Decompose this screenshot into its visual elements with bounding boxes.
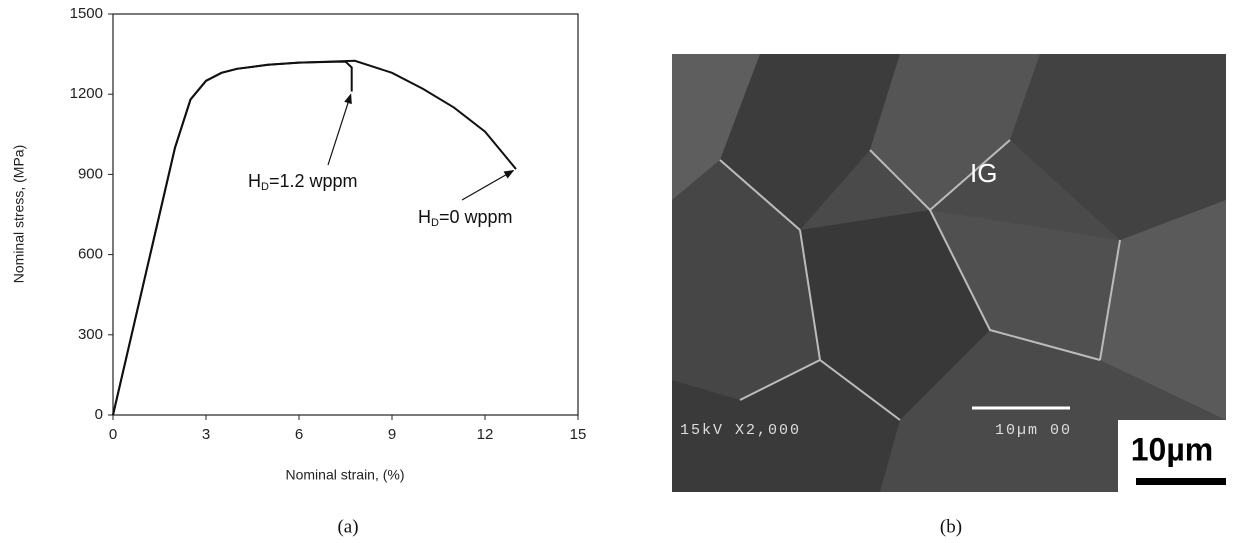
scale-mark: [1136, 478, 1226, 485]
sem-texture: [1010, 54, 1226, 240]
x-tick-label: 3: [202, 426, 210, 443]
sem-texture: [930, 210, 1120, 360]
annotation-part: H: [418, 207, 431, 227]
sem-info: 15kV X2,000: [680, 422, 801, 439]
annotation-arrow: [461, 170, 514, 201]
plot-frame: [112, 13, 579, 416]
caption: (b): [940, 516, 962, 537]
annotation: HD=0 wppm: [418, 207, 513, 229]
y-axis-label: Nominal stress, (MPa): [11, 145, 27, 283]
x-tick-label: 12: [477, 426, 494, 443]
x-tick-label: 0: [109, 426, 117, 443]
y-tick-label: 600: [78, 246, 103, 263]
series-line: [112, 60, 353, 416]
x-tick-label: 15: [570, 426, 587, 443]
scale-label: 10µm: [1131, 431, 1213, 467]
annotation-part: =1.2 wppm: [269, 171, 358, 191]
arrow-head: [344, 93, 352, 105]
sem-image: IG 15kV X2,000 10µm 00 10µm: [672, 54, 1226, 492]
sem-bar-text: 10µm 00: [995, 422, 1072, 439]
arrow-head: [503, 170, 515, 179]
sem-texture: [672, 360, 900, 492]
sem-texture: [672, 54, 760, 200]
x-tick-label: 9: [388, 426, 396, 443]
sem-texture: [870, 54, 1040, 210]
annotation-part: H: [248, 171, 261, 191]
y-tick-label: 300: [78, 326, 103, 343]
sem-edges: [719, 139, 1121, 421]
sem-texture: [672, 160, 820, 400]
region-label: IG: [970, 158, 997, 188]
sem-texture: [720, 54, 900, 230]
annotation: HD=1.2 wppm: [248, 171, 358, 193]
y-tick-label: 900: [78, 165, 103, 182]
sem-texture: [800, 210, 990, 420]
sem-texture: [1100, 200, 1226, 420]
y-tick-label: 1200: [70, 85, 103, 102]
x-tick-label: 6: [295, 426, 303, 443]
annotation-arrow: [327, 94, 352, 166]
annotation-subscript: D: [431, 217, 439, 229]
x-axis-label: Nominal strain, (%): [285, 467, 404, 483]
annotation-subscript: D: [261, 181, 269, 193]
y-tick-label: 0: [95, 406, 103, 423]
annotation-part: =0 wppm: [439, 207, 513, 227]
y-tick-label: 1500: [70, 5, 103, 22]
series-line: [112, 59, 517, 416]
caption: (a): [337, 516, 358, 537]
